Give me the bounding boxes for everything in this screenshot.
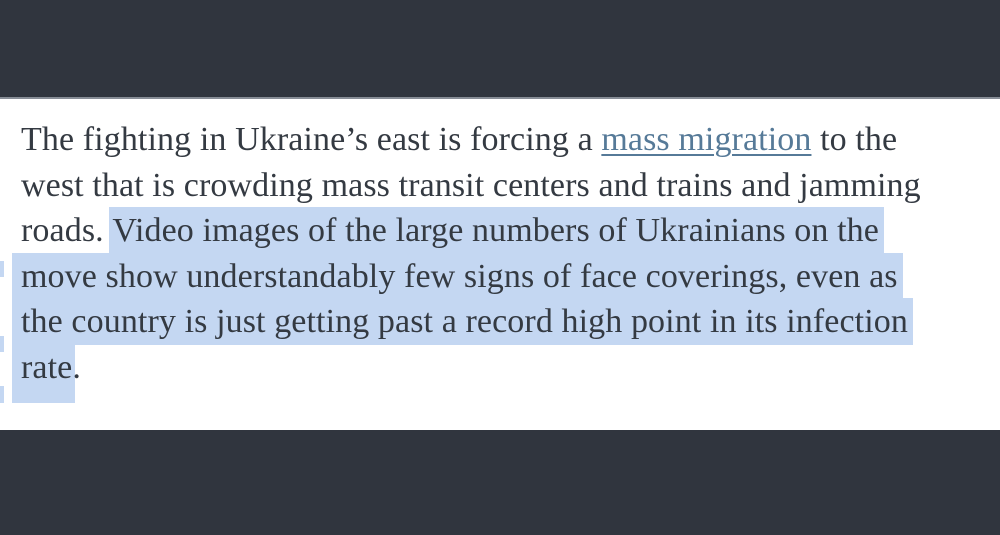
article-line-1: The fighting in Ukraine’s east is forcin…	[21, 117, 990, 163]
article-text: west that is crowding mass transit cente…	[21, 166, 921, 204]
article-line-2: west that is crowding mass transit cente…	[21, 163, 990, 209]
article-line-6: rate.	[12, 343, 990, 403]
top-letterbox-bar	[0, 0, 1000, 99]
article-text: to the	[811, 121, 898, 158]
article-text: roads.	[21, 212, 113, 249]
article-line-3: roads. Video images of the large numbers…	[21, 207, 990, 254]
mass-migration-link[interactable]: mass migration	[601, 121, 812, 158]
selected-text-highlight: Video images of the large numbers of Ukr…	[109, 207, 884, 254]
article-line-5: the country is just getting past a recor…	[12, 298, 990, 345]
selected-text-highlight: move show understandably few signs of fa…	[12, 252, 903, 300]
bottom-letterbox-bar	[0, 430, 1000, 535]
selection-fragment	[0, 386, 4, 403]
selection-fragment	[0, 261, 4, 277]
article-content: The fighting in Ukraine’s east is forcin…	[12, 117, 990, 403]
article-text: The fighting in Ukraine’s east is forcin…	[21, 121, 602, 158]
selected-text-highlight: rate	[12, 343, 76, 403]
selected-text-highlight: the country is just getting past a recor…	[12, 298, 913, 345]
article-line-4: move show understandably few signs of fa…	[12, 252, 990, 300]
article-text: .	[72, 348, 81, 386]
article-paragraph: The fighting in Ukraine’s east is forcin…	[12, 117, 990, 403]
selection-fragment	[0, 336, 4, 352]
